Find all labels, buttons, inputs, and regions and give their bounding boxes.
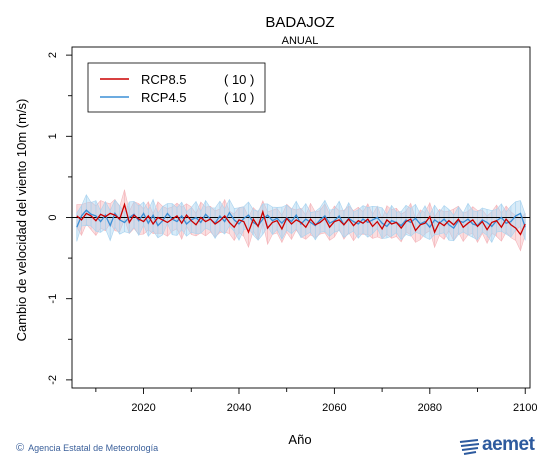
x-axis-label: Año	[288, 432, 311, 447]
aemet-logo: aemet	[458, 432, 548, 458]
agency-credit: © Agencia Estatal de Meteorología	[16, 442, 158, 454]
x-tick-label: 2080	[418, 402, 442, 414]
legend-count-rcp85: ( 10 )	[224, 72, 254, 87]
series-line-rcp45	[76, 209, 526, 230]
legend-box	[87, 62, 266, 113]
y-tick-label: -2	[47, 375, 59, 385]
y-tick-label: 0	[47, 214, 59, 220]
copyright-icon: ©	[16, 442, 25, 454]
legend: RCP8.5 ( 10 ) RCP4.5 ( 10 )	[87, 62, 266, 113]
aemet-wordmark: aemet	[482, 434, 535, 455]
x-tick-label: 2060	[322, 402, 346, 414]
legend-label-rcp45: RCP4.5	[141, 90, 187, 105]
legend-label-rcp85: RCP8.5	[141, 72, 187, 87]
x-tick-label: 2100	[513, 402, 537, 414]
y-tick-label: -1	[47, 294, 59, 304]
y-tick-label: 2	[47, 52, 59, 58]
y-axis-label: Cambio de velocidad del viento 10m (m/s)	[14, 99, 29, 342]
x-tick-label: 2020	[131, 402, 155, 414]
chart-subtitle: ANUAL	[282, 35, 319, 47]
chart-title: BADAJOZ	[265, 14, 334, 31]
agency-name: Agencia Estatal de Meteorología	[28, 443, 159, 453]
series-line-rcp85	[76, 202, 526, 236]
legend-count-rcp45: ( 10 )	[224, 90, 254, 105]
y-tick-label: 1	[47, 133, 59, 139]
aemet-logo-icon	[459, 439, 480, 455]
x-tick-label: 2040	[227, 402, 251, 414]
